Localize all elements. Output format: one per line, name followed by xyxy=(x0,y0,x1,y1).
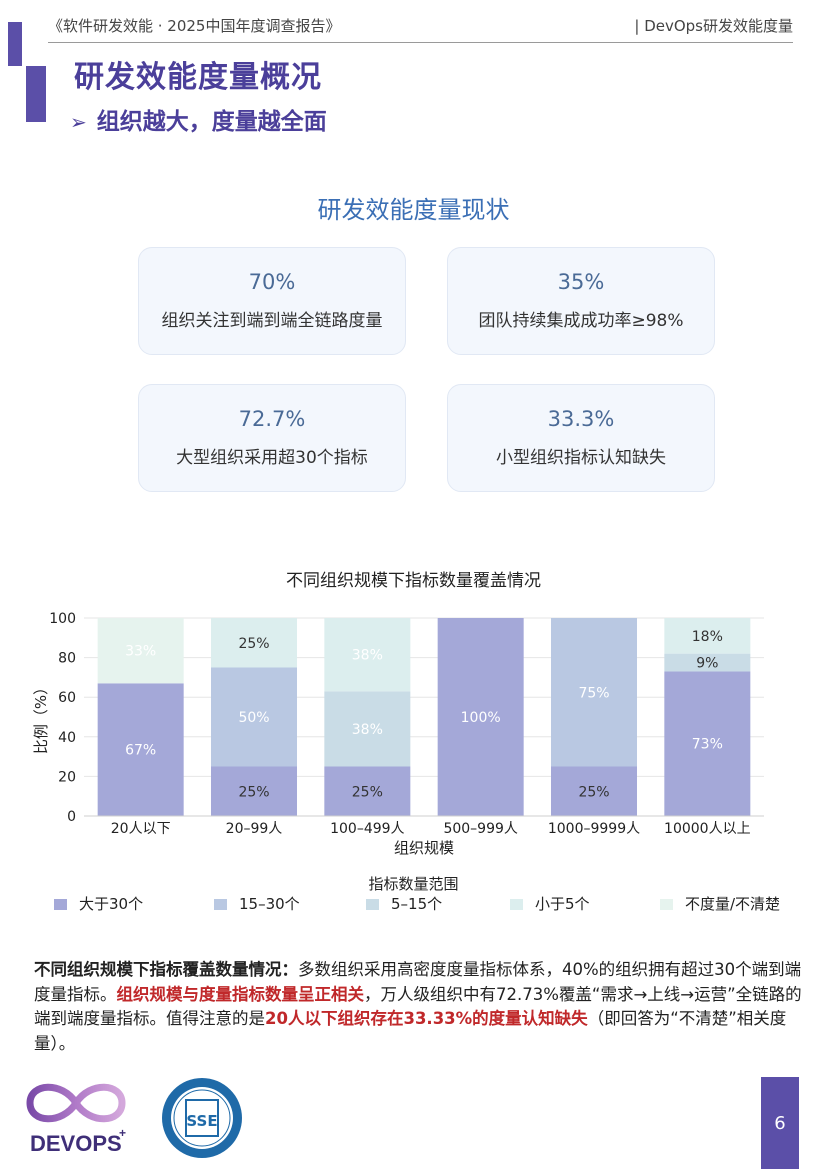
bar-segment xyxy=(324,691,411,767)
paragraph-highlight: 组织规模与度量指标数量呈正相关 xyxy=(116,984,365,1004)
bar-segment xyxy=(324,766,411,816)
x-tick-label: 1000–9999人 xyxy=(548,821,640,837)
data-label: 18% xyxy=(692,629,723,645)
decor-block-top xyxy=(8,22,22,66)
y-tick-label: 100 xyxy=(49,611,76,627)
data-label: 33% xyxy=(125,644,156,660)
data-label: 38% xyxy=(352,722,383,738)
devops-logo: DEVOPS + xyxy=(26,1083,126,1156)
x-tick-label: 10000人以上 xyxy=(664,821,751,837)
y-tick-label: 40 xyxy=(58,730,76,746)
y-axis-title: 比例（%） xyxy=(32,680,50,754)
stat-label: 小型组织指标认知缺失 xyxy=(496,448,666,468)
summary-paragraph: 不同组织规模下指标覆盖数量情况：多数组织采用高密度度量指标体系，40%的组织拥有… xyxy=(34,958,804,1056)
data-label: 25% xyxy=(352,784,383,800)
header-section-name: | DevOps研发效能度量 xyxy=(634,17,793,35)
paragraph-text: 多数组织采用高密度度量指标体系，40%的组织拥有超过30个端到端度量指标。 xyxy=(34,960,802,1004)
legend-swatch xyxy=(366,899,379,910)
association-seal-logo: SSE xyxy=(162,1078,242,1158)
y-tick-label: 0 xyxy=(67,809,76,825)
decor-block-bottom xyxy=(26,66,46,122)
y-tick-label: 80 xyxy=(58,651,76,667)
data-label: 25% xyxy=(238,784,269,800)
stat-card: 33.3% 小型组织指标认知缺失 xyxy=(447,384,715,492)
y-tick-label: 20 xyxy=(58,769,76,785)
paragraph-text: （即回答为“不清楚”相关度量）。 xyxy=(34,1009,787,1053)
data-label: 50% xyxy=(238,710,269,726)
page-number: 6 xyxy=(761,1077,799,1169)
data-label: 67% xyxy=(125,743,156,759)
legend-label: 大于30个 xyxy=(79,895,144,913)
section-title: 研发效能度量现状 xyxy=(317,196,510,224)
bar-segment xyxy=(664,671,751,816)
devops-logo-text: DEVOPS xyxy=(30,1131,122,1156)
legend-swatch xyxy=(660,899,673,910)
bar-segment xyxy=(664,653,751,672)
bar-segment xyxy=(97,683,184,816)
seal-lettering: SSE xyxy=(186,1112,217,1130)
stat-label: 大型组织采用超30个指标 xyxy=(176,448,368,468)
stacked-bar-chart: 0 20 40 60 80 100 67% 33% 20人以下 25% 50% 25% 20–99人 25… xyxy=(32,611,764,857)
page-subtitle: ➢ 组织越大，度量越全面 xyxy=(70,102,327,136)
legend-label: 不度量/不清楚 xyxy=(685,895,781,913)
data-label: 38% xyxy=(352,648,383,664)
bar-segment xyxy=(664,618,751,654)
x-tick-label: 500–999人 xyxy=(443,821,517,837)
header-report-title: 《软件研发效能 · 2025中国年度调查报告》 xyxy=(48,17,341,35)
legend-title: 指标数量范围 xyxy=(368,875,459,893)
x-tick-label: 20人以下 xyxy=(111,821,171,837)
legend-item: 15–30个 xyxy=(214,893,300,914)
stat-card: 70% 组织关注到端到端全链路度量 xyxy=(138,247,406,355)
bar-segment xyxy=(211,667,297,767)
legend-swatch xyxy=(510,899,523,910)
bar-segment xyxy=(324,618,411,692)
y-tick-label: 60 xyxy=(58,690,76,706)
bar-segment xyxy=(97,618,184,684)
bar-segment xyxy=(437,618,524,816)
data-label: 73% xyxy=(692,737,723,753)
paragraph-text: ，万人级组织中有72.73%覆盖“需求→上线→运营”全链路的端到端度量指标。值得… xyxy=(34,984,802,1029)
x-axis-title: 组织规模 xyxy=(394,839,454,857)
legend-item: 不度量/不清楚 xyxy=(660,893,780,914)
arrow-bullet-icon: ➢ xyxy=(70,110,87,134)
legend-swatch xyxy=(54,899,67,910)
bar-segment xyxy=(211,618,297,668)
bar-segment xyxy=(211,766,297,816)
stat-card: 72.7% 大型组织采用超30个指标 xyxy=(138,384,406,492)
bar-segment xyxy=(551,766,637,816)
chart-title: 不同组织规模下指标数量覆盖情况 xyxy=(286,571,541,591)
devops-logo-plus: + xyxy=(119,1126,126,1140)
data-label: 100% xyxy=(461,710,501,726)
paragraph-lead: 不同组织规模下指标覆盖数量情况： xyxy=(34,960,298,979)
stat-label: 组织关注到端到端全链路度量 xyxy=(161,311,383,331)
stat-label: 团队持续集成成功率≥98% xyxy=(478,311,684,331)
data-label: 9% xyxy=(696,656,718,672)
legend-label: 5–15个 xyxy=(391,895,443,913)
x-tick-label: 100–499人 xyxy=(330,821,404,837)
chart-legend: 大于30个 15–30个 5–15个 小于5个 不度量/不清楚 xyxy=(54,893,814,915)
stat-card: 35% 团队持续集成成功率≥98% xyxy=(447,247,715,355)
paragraph-highlight: 20人以下组织存在33.33%的度量认知缺失 xyxy=(265,1009,588,1028)
legend-swatch xyxy=(214,899,227,910)
stat-value: 70% xyxy=(248,270,296,294)
subtitle-text: 组织越大，度量越全面 xyxy=(96,109,327,135)
header-divider xyxy=(48,42,793,43)
legend-item: 小于5个 xyxy=(510,893,590,914)
page-title: 研发效能度量概况 xyxy=(74,60,322,95)
x-tick-label: 20–99人 xyxy=(226,821,283,837)
stat-value: 35% xyxy=(557,270,605,294)
data-label: 25% xyxy=(578,784,609,800)
data-label: 25% xyxy=(238,636,269,652)
stat-value: 33.3% xyxy=(547,407,615,431)
legend-label: 小于5个 xyxy=(535,895,590,913)
legend-item: 5–15个 xyxy=(366,893,442,914)
legend-item: 大于30个 xyxy=(54,893,143,914)
bar-segment xyxy=(551,618,637,767)
data-label: 75% xyxy=(578,685,609,701)
stat-value: 72.7% xyxy=(238,407,306,431)
legend-label: 15–30个 xyxy=(239,895,300,913)
